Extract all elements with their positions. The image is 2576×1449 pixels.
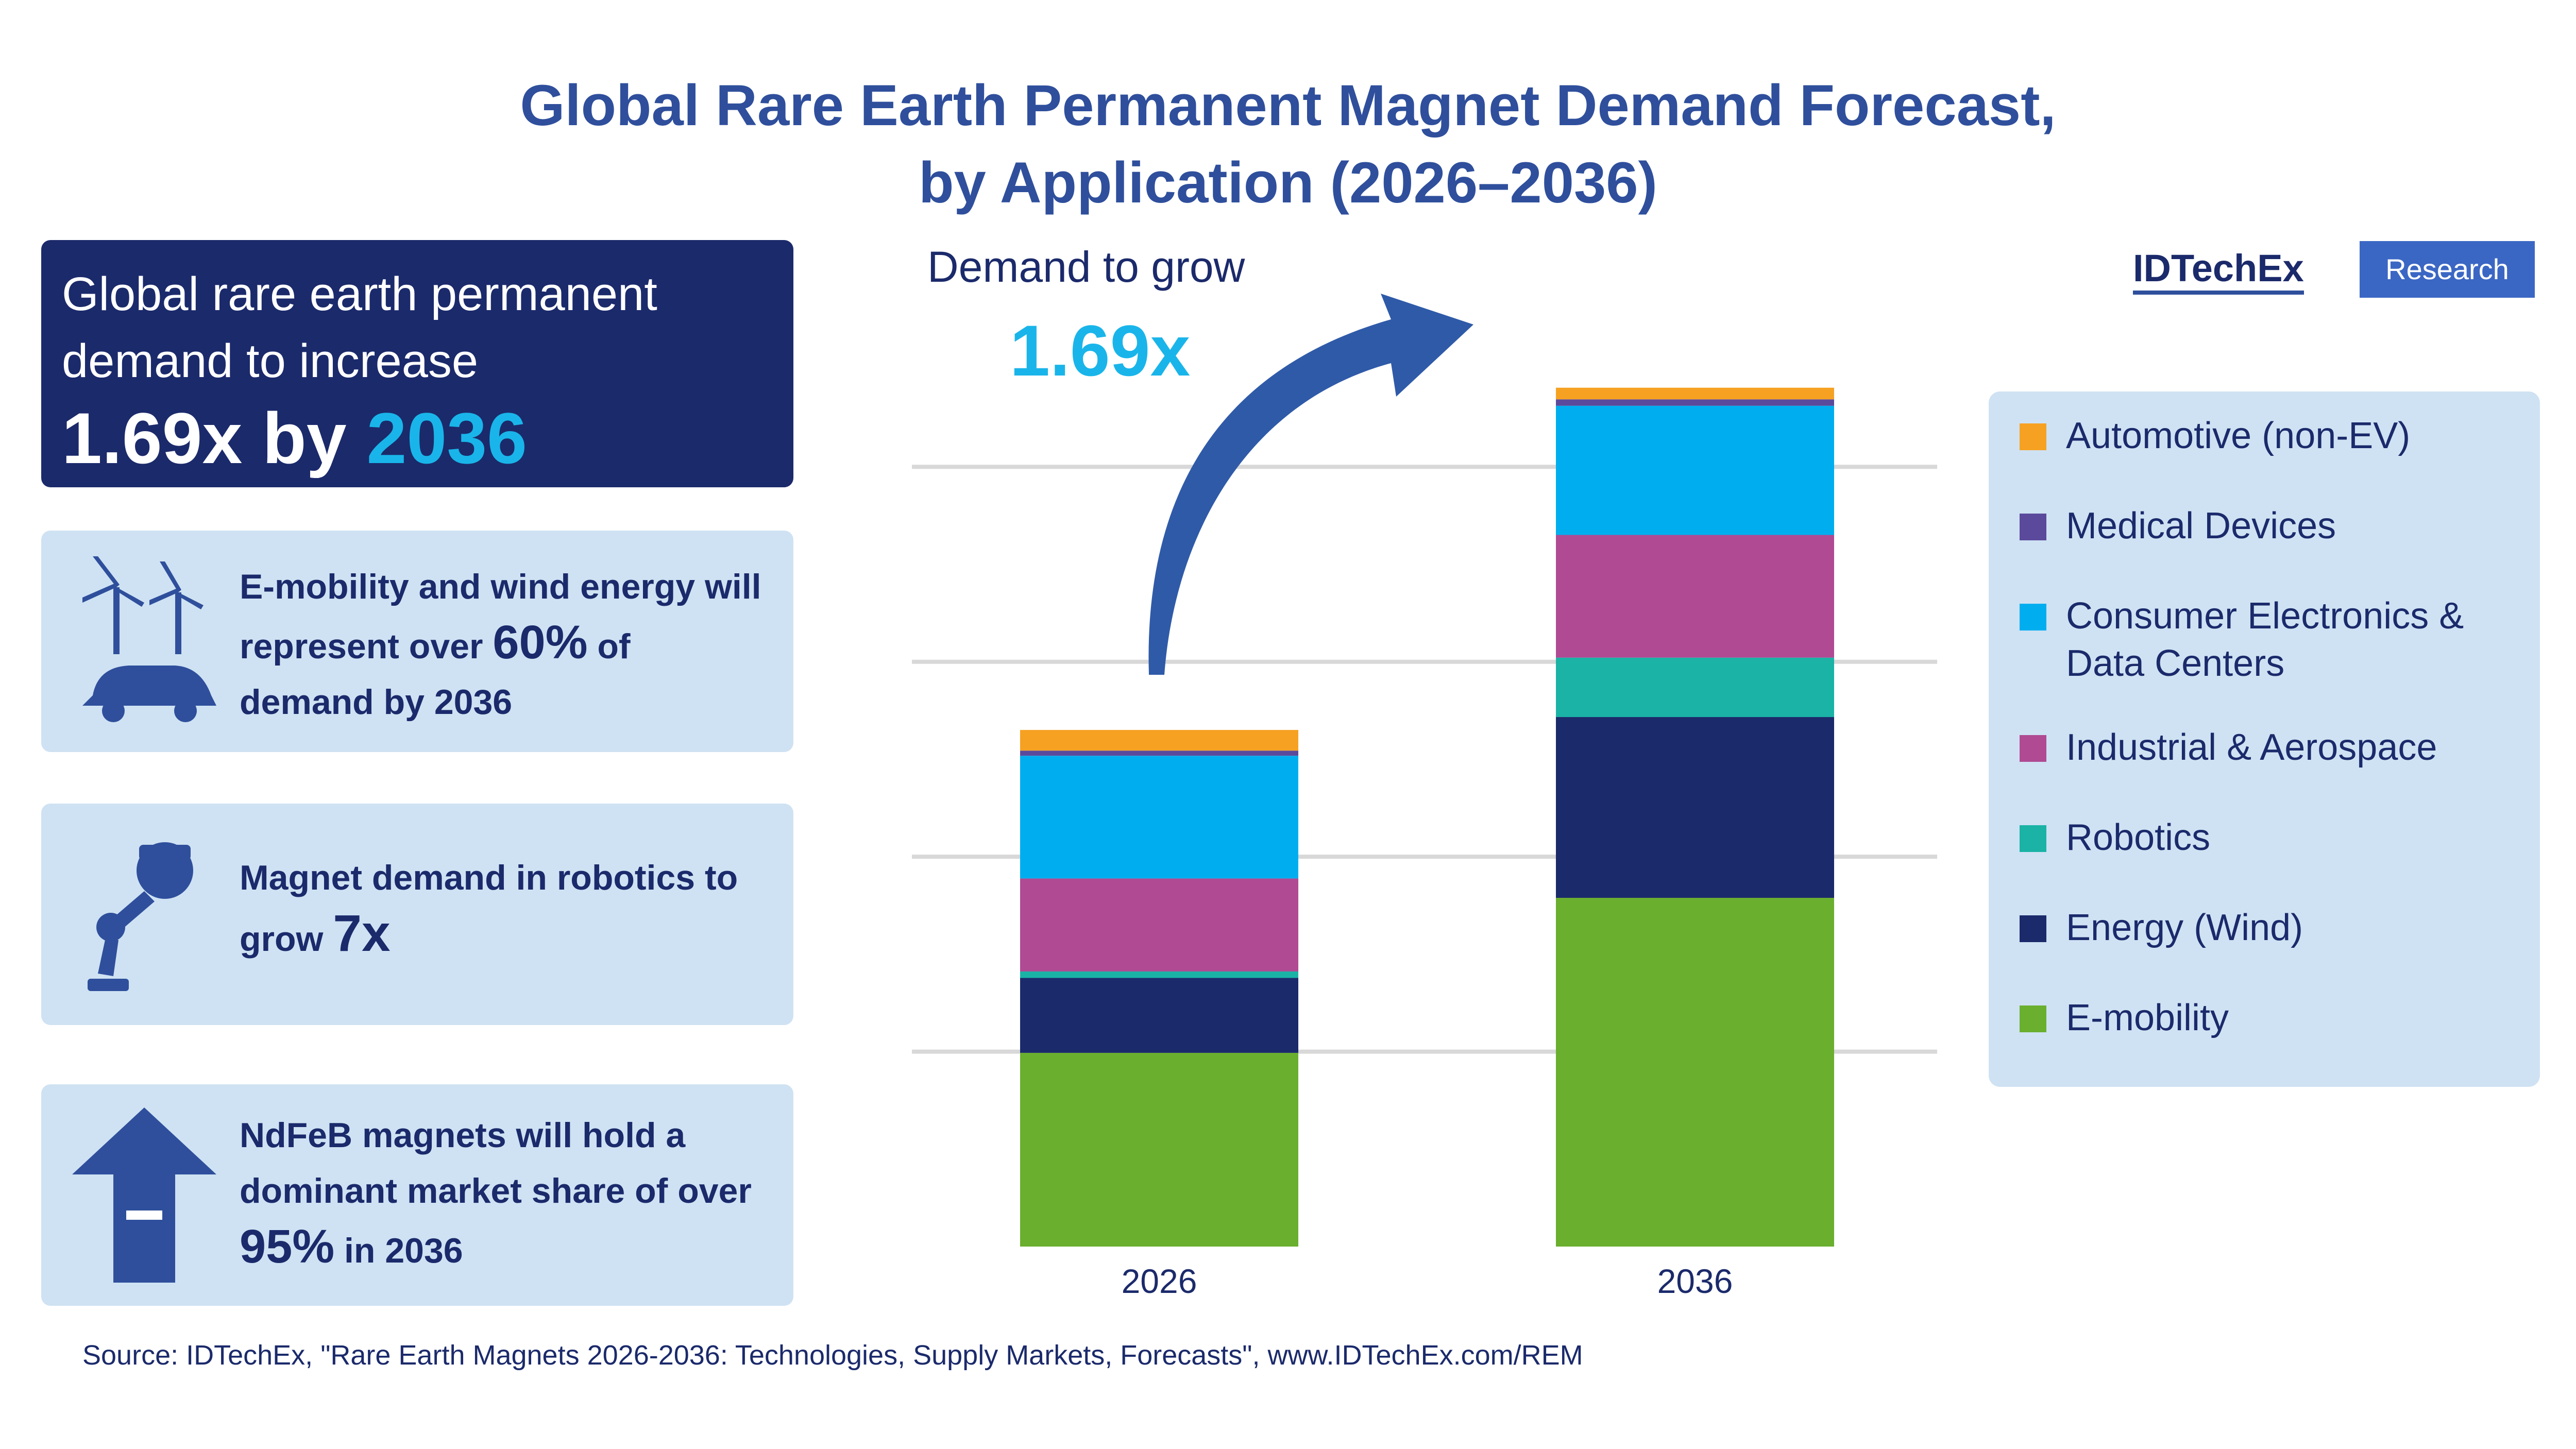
panel-3-suffix: in 2036 (334, 1231, 463, 1270)
bar-segment (1020, 978, 1298, 1053)
bar-segment (1556, 535, 1834, 658)
legend-swatch (2020, 423, 2046, 450)
legend-swatch (2020, 735, 2046, 762)
info-panel-ndfeb: NdFeB magnets will hold a dominant marke… (41, 1084, 793, 1306)
panel-3-text: NdFeB magnets will hold a dominant marke… (240, 1107, 768, 1278)
source-note: Source: IDTechEx, "Rare Earth Magnets 20… (82, 1340, 1583, 1371)
bar-segment (1556, 898, 1834, 1247)
hero-line2: demand to increase (62, 335, 479, 387)
x-tick-label: 2026 (1122, 1262, 1197, 1300)
bar-segment (1020, 756, 1298, 879)
bar-segment (1020, 878, 1298, 971)
wind-turbine-car-icon (82, 556, 216, 722)
legend-label: Energy (Wind) (2066, 907, 2303, 948)
chart-title-line1: Global Rare Earth Permanent Magnet Deman… (520, 73, 2056, 138)
x-tick-label: 2036 (1657, 1262, 1733, 1300)
panel-2-text: Magnet demand in robotics to grow 7x (240, 850, 768, 967)
panel-1-suffix: of demand by 2036 (240, 627, 631, 722)
bar-segment (1556, 717, 1834, 898)
arrow-up-icon (72, 1107, 216, 1283)
legend-label: E-mobility (2066, 997, 2229, 1038)
bar-segment (1020, 1052, 1298, 1247)
robot-arm-icon (88, 842, 193, 991)
bar-segment (1020, 971, 1298, 978)
panel-2-highlight: 7x (333, 905, 391, 962)
bar-segment (1556, 387, 1834, 400)
legend-label: Automotive (non-EV) (2066, 415, 2411, 456)
hero-panel: Global rare earth permanent demand to in… (41, 240, 793, 487)
legend-label: Industrial & Aerospace (2066, 727, 2437, 768)
annotation-value: 1.69x (1010, 310, 1191, 391)
bar-segment (1020, 751, 1298, 756)
legend-swatch (2020, 915, 2046, 942)
panel-1-body: E-mobility and wind energy will represen… (240, 567, 761, 666)
legend-label: Robotics (2066, 817, 2211, 858)
legend-swatch (2020, 514, 2046, 540)
bar-segment (1556, 405, 1834, 535)
brand-name: IDTechEx (2133, 246, 2304, 295)
annotation-label: Demand to grow (927, 243, 1245, 291)
panel-1-text: E-mobility and wind energy will represen… (240, 559, 768, 730)
hero-value-line: 1.69x by 2036 (62, 395, 773, 482)
brand-tag: Research (2360, 241, 2535, 298)
panel-1-highlight: 60% (493, 616, 588, 669)
info-panel-robotics: Magnet demand in robotics to grow 7x (41, 804, 793, 1025)
hero-line1: Global rare earth permanent (62, 268, 657, 320)
chart-title: Global Rare Earth Permanent Magnet Deman… (0, 67, 2576, 221)
panel-3-highlight: 95% (240, 1220, 335, 1273)
legend-label: Consumer Electronics & Data Centers (2066, 595, 2464, 684)
bar-segment (1020, 730, 1298, 751)
chart-legend: Automotive (non-EV) Medical Devices Consum… (1989, 391, 2540, 1087)
bars (1020, 387, 1834, 1247)
panel-3-body: NdFeB magnets will hold a dominant marke… (240, 1116, 752, 1211)
x-axis-ticks: 2026 2036 (1122, 1262, 1733, 1300)
bar-segment (1556, 399, 1834, 406)
stacked-bar-chart: 2026 2036 (912, 294, 1937, 1300)
chart-title-line2: by Application (2026–2036) (919, 150, 1657, 215)
legend-swatch (2020, 604, 2046, 630)
bar-segment (1556, 657, 1834, 718)
info-panel-emobility: E-mobility and wind energy will represen… (41, 531, 793, 752)
panel-2-body: Magnet demand in robotics to grow (240, 858, 738, 959)
growth-arrow (1148, 294, 1473, 675)
hero-year: 2036 (366, 398, 527, 479)
hero-value: 1.69x by (62, 398, 367, 479)
legend-swatch (2020, 825, 2046, 852)
legend-label: Medical Devices (2066, 505, 2336, 547)
legend-swatch (2020, 1005, 2046, 1032)
brand-logo: IDTechEx Research (2133, 241, 2535, 298)
